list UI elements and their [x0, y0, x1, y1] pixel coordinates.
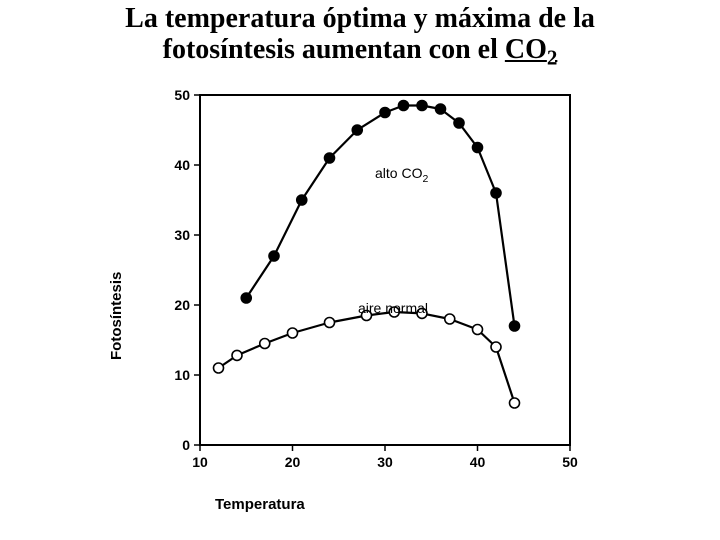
x-axis-label: Temperatura [215, 496, 305, 513]
title-co2: CO2 [505, 34, 558, 65]
title-line1: La temperatura óptima y máxima de la [40, 4, 680, 35]
svg-text:30: 30 [377, 454, 393, 470]
svg-text:50: 50 [562, 454, 578, 470]
title-line2-a: fotosíntesis aumentan con el [163, 34, 505, 65]
svg-text:20: 20 [285, 454, 301, 470]
svg-text:40: 40 [470, 454, 486, 470]
svg-text:50: 50 [174, 87, 190, 103]
svg-text:0: 0 [182, 437, 190, 453]
svg-text:30: 30 [174, 227, 190, 243]
svg-text:40: 40 [174, 157, 190, 173]
series-label-alto-co2: alto CO2 [375, 165, 428, 185]
svg-text:20: 20 [174, 297, 190, 313]
y-axis-label: Fotosíntesis [108, 272, 125, 360]
svg-text:10: 10 [174, 367, 190, 383]
series-label-aire-normal: aire normal [358, 300, 428, 316]
chart-container: 102030405001020304050 [155, 85, 585, 475]
svg-text:10: 10 [192, 454, 208, 470]
title-line2: fotosíntesis aumentan con el CO2 [40, 35, 680, 70]
photosynthesis-chart: 102030405001020304050 [155, 85, 585, 475]
page-title: La temperatura óptima y máxima de la fot… [0, 0, 720, 69]
